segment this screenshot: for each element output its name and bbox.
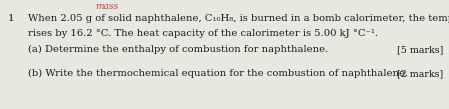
Text: [2 marks]: [2 marks] <box>397 69 443 78</box>
Text: 1: 1 <box>8 14 15 23</box>
Text: (a) Determine the enthalpy of combustion for naphthalene.: (a) Determine the enthalpy of combustion… <box>28 45 328 54</box>
Text: (b) Write the thermochemical equation for the combustion of naphthalene.: (b) Write the thermochemical equation fo… <box>28 69 408 78</box>
Text: rises by 16.2 °C. The heat capacity of the calorimeter is 5.00 kJ °C⁻¹.: rises by 16.2 °C. The heat capacity of t… <box>28 29 378 38</box>
Text: [5 marks]: [5 marks] <box>396 45 443 54</box>
Text: When 2.05 g of solid naphthalene, C₁₀H₈, is burned in a bomb calorimeter, the te: When 2.05 g of solid naphthalene, C₁₀H₈,… <box>28 14 449 23</box>
Text: mass: mass <box>95 2 118 11</box>
